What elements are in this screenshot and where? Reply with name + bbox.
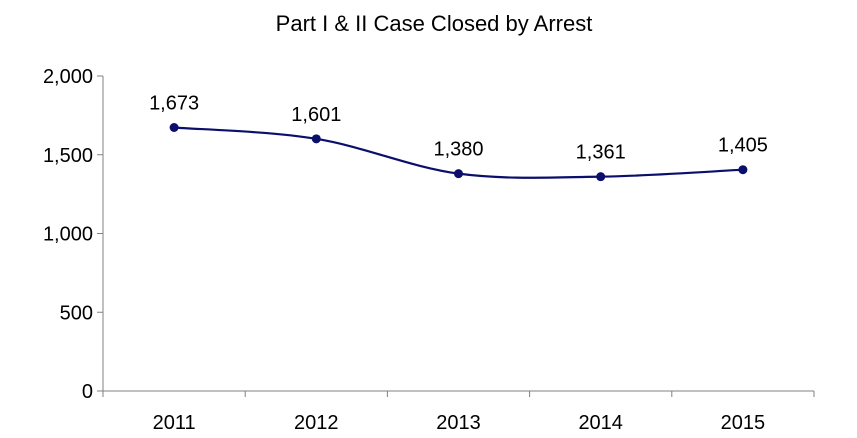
chart-title: Part I & II Case Closed by Arrest [276, 11, 593, 36]
data-label: 1,380 [433, 139, 483, 161]
data-label: 1,361 [576, 142, 626, 164]
data-label: 1,673 [149, 93, 199, 115]
y-tick-label: 1,000 [43, 224, 93, 246]
x-tick-label: 2012 [294, 412, 339, 434]
data-point [738, 165, 748, 175]
y-tick-label: 2,000 [43, 66, 93, 88]
x-tick-label: 2014 [578, 412, 623, 434]
data-point [311, 134, 321, 144]
data-point [454, 169, 463, 179]
x-tick-label: 2011 [153, 412, 196, 434]
y-tick-label: 0 [82, 381, 93, 403]
data-point [169, 123, 179, 133]
data-label: 1,405 [718, 135, 768, 157]
x-tick-label: 2015 [721, 412, 766, 434]
data-point [596, 172, 606, 182]
x-axis: 2011 2012 2013 2014 2015 [102, 390, 815, 434]
series-layer: 1,673 1,601 1,380 1,361 1,405 [149, 93, 768, 182]
x-tick-label: 2013 [436, 412, 481, 434]
y-axis: 0 500 1,000 1,500 2,000 [43, 66, 104, 403]
y-tick-label: 500 [60, 302, 93, 324]
data-label: 1,601 [291, 104, 341, 126]
y-tick-label: 1,500 [43, 145, 93, 167]
